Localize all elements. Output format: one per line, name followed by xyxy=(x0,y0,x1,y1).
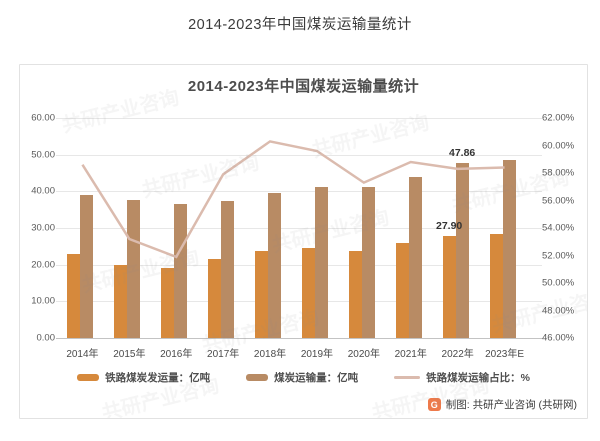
bar xyxy=(489,234,503,338)
bar xyxy=(455,162,469,338)
gridline xyxy=(56,301,542,303)
x-tick: 2014年 xyxy=(66,349,99,360)
legend-item-0: 铁路煤炭发运量：亿吨 xyxy=(77,370,210,385)
y-tick-right: 58.00% xyxy=(542,167,575,179)
x-axis-line xyxy=(56,338,542,339)
legend-line-swatch xyxy=(394,376,421,379)
chart-title: 2014-2023年中国煤炭运输量统计 xyxy=(187,78,420,95)
bar xyxy=(255,250,269,338)
bar xyxy=(314,186,328,338)
legend-label: 铁路煤炭运输占比：% xyxy=(426,372,530,384)
bar xyxy=(127,200,141,338)
x-tick: 2019年 xyxy=(300,349,334,360)
bar xyxy=(408,177,422,338)
gridline xyxy=(56,264,542,266)
legend: 铁路煤炭发运量：亿吨 煤炭运输量：亿吨 铁路煤炭运输占比：% xyxy=(20,370,587,385)
y-tick-left: 50.00 xyxy=(31,149,55,161)
gridline xyxy=(56,118,542,119)
y-tick-right: 48.00% xyxy=(542,305,575,316)
bar xyxy=(80,194,94,338)
gridline xyxy=(56,191,542,193)
y-tick-left: 30.00 xyxy=(31,222,55,234)
bar xyxy=(502,160,516,338)
gridline xyxy=(56,154,542,156)
y-tick-right: 50.00% xyxy=(542,277,575,289)
bar xyxy=(67,254,81,338)
y-tick-left: 60.00 xyxy=(31,112,55,124)
chart-card: 2014-2023年中国煤炭运输量统计 27.90 47.86 0.00 10.00… xyxy=(19,64,588,419)
bar xyxy=(442,235,456,338)
bar xyxy=(221,201,235,338)
y-tick-right: 54.00% xyxy=(542,222,575,234)
x-tick: 2015年 xyxy=(113,349,146,360)
legend-label: 铁路煤炭发运量：亿吨 xyxy=(105,372,211,384)
plot-area: 27.90 47.86 xyxy=(56,118,542,339)
x-tick: 2020年 xyxy=(347,349,380,360)
data-label: 47.86 xyxy=(449,146,476,159)
x-tick: 2021年 xyxy=(394,349,427,360)
y-tick-right: 62.00% xyxy=(542,112,575,124)
brand-logo-icon: G xyxy=(427,398,441,411)
legend-item-2: 铁路煤炭运输占比：% xyxy=(394,370,530,385)
line-series-svg xyxy=(81,140,505,259)
bar xyxy=(174,203,188,338)
x-tick: 2023年E xyxy=(485,349,525,360)
y-tick-right: 52.00% xyxy=(542,250,575,261)
gridline xyxy=(56,228,542,229)
data-label: 27.90 xyxy=(436,219,463,232)
y-tick-left: 0.00 xyxy=(36,332,56,344)
bar xyxy=(395,243,409,338)
y-axis-right: 46.00% 48.00% 50.00% 52.00% 54.00% 56.00% 58.0… xyxy=(542,113,586,344)
share-line xyxy=(81,140,505,259)
y-tick-left: 20.00 xyxy=(31,259,55,271)
legend-bar-swatch xyxy=(246,374,269,381)
page-title: 2014-2023年中国煤炭运输量统计 xyxy=(188,17,412,33)
y-tick-left: 10.00 xyxy=(31,295,55,307)
legend-bar-swatch xyxy=(77,374,100,381)
y-tick-right: 46.00% xyxy=(542,332,575,344)
bar xyxy=(361,186,375,338)
x-tick: 2018年 xyxy=(253,349,287,360)
legend-label: 煤炭运输量：亿吨 xyxy=(274,372,359,384)
credit-text: 制图: 共研产业咨询 (共研网) xyxy=(445,399,577,411)
bar xyxy=(348,251,362,338)
bar xyxy=(268,193,282,338)
y-tick-right: 60.00% xyxy=(542,140,575,151)
credit: G 制图: 共研产业咨询 (共研网) xyxy=(427,397,577,412)
x-tick: 2017年 xyxy=(207,349,240,360)
x-tick: 2022年 xyxy=(441,349,474,360)
y-tick-right: 56.00% xyxy=(542,195,575,206)
y-tick-left: 40.00 xyxy=(31,185,55,197)
legend-item-1: 煤炭运输量：亿吨 xyxy=(246,370,358,385)
bar xyxy=(301,247,315,338)
x-tick: 2016年 xyxy=(160,349,193,360)
y-axis-left: 0.00 10.00 20.00 30.00 40.00 50.00 60.00 xyxy=(20,113,55,344)
bar xyxy=(208,258,222,338)
bar xyxy=(114,264,128,338)
x-axis: 2014年 2015年 2016年 2017年 2018年 2019年 2020年 2021年… xyxy=(59,345,528,360)
bar xyxy=(161,268,175,338)
